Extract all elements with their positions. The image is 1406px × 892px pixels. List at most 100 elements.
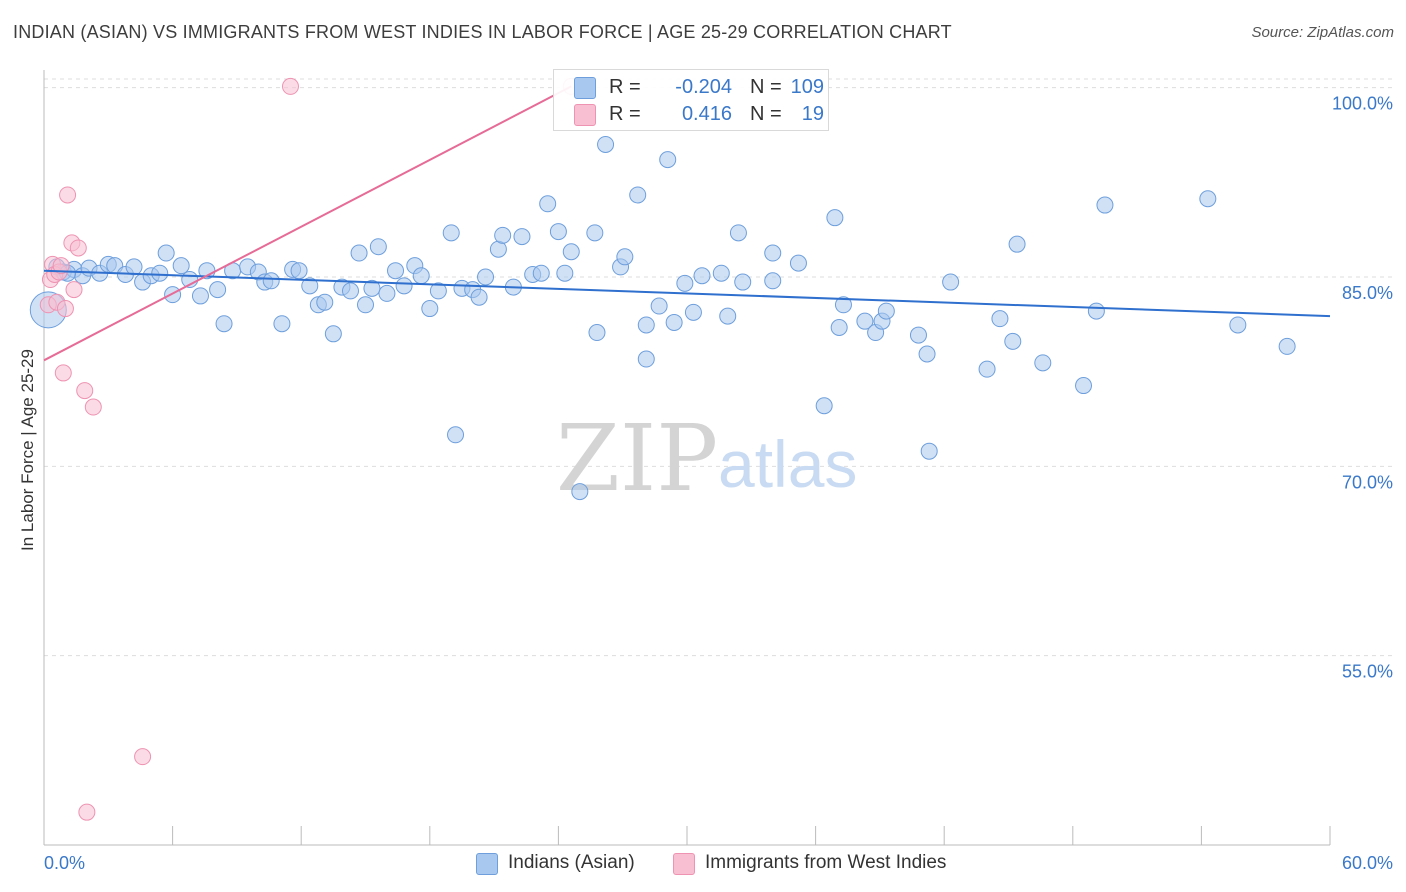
legend-r-label: R = [609,103,641,125]
data-point-indians [856,312,874,330]
data-point-indians [556,264,574,282]
data-point-indians [918,345,936,363]
data-point-west-indies [52,257,70,275]
data-point-indians [1004,332,1022,350]
data-point-indians [429,282,447,300]
data-point-indians [513,228,531,246]
data-point-indians [209,281,227,299]
data-point-indians [834,296,852,314]
data-point-indians [151,264,169,282]
stats-legend: R = -0.204 N = 109 R = 0.416 N = 19 [553,69,829,131]
data-point-indians [734,273,752,291]
y-axis-label: In Labor Force | Age 25-29 [18,349,37,551]
data-point-indians [659,151,677,169]
data-point-indians [1229,316,1247,334]
data-point-indians [395,277,413,295]
data-point-indians [637,350,655,368]
data-point-indians [357,296,374,314]
data-point-indians [125,258,143,276]
legend-r-value: -0.204 [675,76,732,98]
data-point-indians [909,326,927,344]
data-point-indians [215,315,233,333]
data-point-indians [597,135,615,153]
data-point-indians [991,310,1009,328]
legend-label: Immigrants from West Indies [705,852,947,873]
data-point-indians [477,268,495,286]
data-point-west-indies [84,398,102,416]
data-point-indians [712,264,730,282]
data-point-indians [684,303,702,321]
chart-title: INDIAN (ASIAN) VS IMMIGRANTS FROM WEST I… [13,22,952,42]
watermark: ZIP atlas [556,405,857,512]
data-point-indians [719,307,737,325]
data-point-indians [693,267,711,285]
data-point-indians [494,226,512,244]
legend-swatch-blue [574,77,596,99]
data-point-indians [877,302,895,320]
data-point-indians [920,442,938,460]
trend-line-west-indies [43,85,572,362]
data-point-indians [588,324,606,342]
data-point-indians [350,244,368,262]
y-tick-label: 55.0% [1342,662,1393,682]
data-point-west-indies [281,77,299,95]
data-point-indians [1087,302,1105,320]
data-point-indians [616,248,634,266]
data-point-west-indies [78,803,96,821]
legend-swatch-blue [476,853,498,875]
data-point-west-indies [65,281,83,299]
data-point-indians [324,325,342,343]
data-point-indians [378,284,396,302]
data-point-indians [586,224,604,242]
legend-label: Indians (Asian) [508,852,635,873]
y-tick-label: 100.0% [1332,94,1393,114]
legend-n-label: N = [750,103,782,125]
data-point-indians [290,262,308,280]
legend-swatch-pink [574,104,596,126]
tick-labels: 55.0% 70.0% 85.0% 100.0% 0.0% 60.0% [44,94,1393,873]
data-point-indians [191,287,209,305]
data-point-indians [387,262,405,280]
data-point-west-indies [69,239,87,257]
axes [43,70,1331,846]
data-point-indians [1096,196,1114,214]
trend-line-indians [43,269,1331,318]
data-point-indians [1199,190,1217,208]
legend-r-value: 0.416 [681,103,732,125]
trend-lines [43,85,1331,362]
data-point-indians [815,397,833,415]
data-point-indians [1034,354,1052,372]
data-point-indians [532,264,550,282]
data-point-indians [442,224,460,242]
data-point-west-indies [134,748,152,766]
data-point-west-indies [59,186,77,204]
data-point-indians [650,297,668,315]
data-point-indians [157,244,175,262]
watermark-atlas: atlas [718,427,857,501]
data-point-indians [764,272,782,290]
data-point-indians [764,244,782,262]
x-tick-label: 60.0% [1342,853,1393,873]
data-point-indians [1008,235,1026,253]
legend-r-label: R = [609,76,641,98]
data-point-indians [789,254,807,272]
data-point-indians [363,279,381,297]
data-point-west-indies [54,364,72,382]
data-point-indians [1278,337,1296,355]
data-point-west-indies [56,300,74,318]
data-point-west-indies [76,382,94,400]
data-point-indians [1075,377,1093,395]
data-point-indians [562,243,580,261]
legend-n-value: 109 [790,76,824,98]
data-point-indians [316,293,334,311]
data-point-indians [470,288,488,306]
y-tick-label: 70.0% [1342,472,1393,492]
legend-n-label: N = [750,76,782,98]
data-point-indians [629,186,647,204]
data-point-indians [665,313,683,331]
data-point-indians [301,277,319,295]
data-point-indians [637,316,655,334]
y-tick-label: 85.0% [1342,283,1393,303]
data-point-indians [412,267,430,285]
